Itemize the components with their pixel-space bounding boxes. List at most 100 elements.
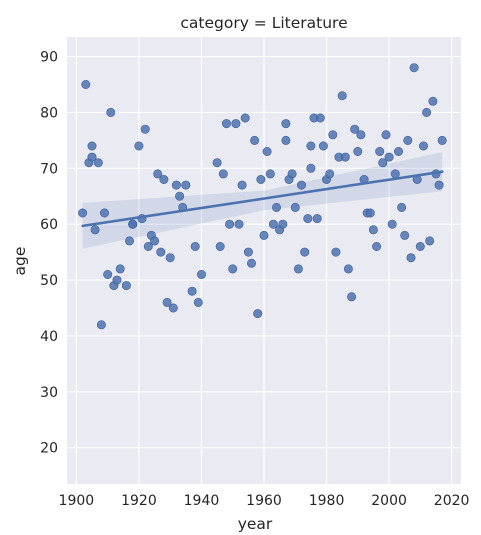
y-tick-label: 90 <box>40 50 58 66</box>
data-point <box>306 141 316 151</box>
data-point <box>403 135 413 145</box>
data-point <box>81 80 91 90</box>
data-point <box>281 119 291 129</box>
data-point <box>193 297 203 307</box>
data-point <box>106 107 116 117</box>
data-point <box>222 119 232 129</box>
data-point <box>365 208 375 218</box>
data-point <box>347 292 357 302</box>
data-point <box>425 236 435 246</box>
confidence-band <box>82 152 443 249</box>
data-point <box>278 219 288 229</box>
data-point <box>353 147 363 157</box>
grid <box>67 37 461 484</box>
data-point <box>259 230 269 240</box>
data-point <box>281 135 291 145</box>
data-point <box>96 320 106 330</box>
data-point <box>134 141 144 151</box>
data-point <box>337 91 347 101</box>
data-point <box>271 202 281 212</box>
data-point <box>87 141 97 151</box>
data-point <box>290 202 300 212</box>
y-axis-title: age <box>11 247 29 276</box>
data-point <box>87 152 97 162</box>
data-point <box>428 96 438 106</box>
data-point <box>100 208 110 218</box>
data-point <box>343 264 353 274</box>
data-point <box>400 230 410 240</box>
data-point <box>381 130 391 140</box>
x-tick-label: 1940 <box>184 493 220 509</box>
y-tick-label: 70 <box>40 161 58 177</box>
data-point <box>303 214 313 224</box>
data-point <box>121 281 131 291</box>
data-point <box>128 219 138 229</box>
data-point <box>165 253 175 263</box>
data-point <box>153 169 163 179</box>
data-point <box>268 219 278 229</box>
confidence-band-area <box>82 152 443 249</box>
data-point <box>318 141 328 151</box>
y-tick-label: 30 <box>40 385 58 401</box>
data-point <box>340 152 350 162</box>
data-point <box>212 158 222 168</box>
data-point <box>393 147 403 157</box>
data-point <box>372 242 382 252</box>
data-point <box>112 275 122 285</box>
data-point <box>190 242 200 252</box>
data-point <box>306 163 316 173</box>
data-point <box>418 141 428 151</box>
data-point <box>162 297 172 307</box>
data-point <box>103 269 113 279</box>
y-tick-label: 60 <box>40 217 58 233</box>
data-point <box>93 158 103 168</box>
x-tick-labels: 1900 1920 1940 1960 1980 2000 2020 <box>59 493 470 509</box>
y-tick-label: 20 <box>40 441 58 457</box>
data-point <box>215 242 225 252</box>
data-point <box>387 219 397 229</box>
data-point <box>240 113 250 123</box>
data-point <box>247 258 257 268</box>
x-tick-label: 1900 <box>59 493 95 509</box>
data-point <box>390 169 400 179</box>
data-point <box>218 169 228 179</box>
data-point <box>262 147 272 157</box>
data-point <box>181 180 191 190</box>
data-point <box>287 169 297 179</box>
data-point <box>115 264 125 274</box>
data-point <box>356 130 366 140</box>
data-point <box>409 63 419 73</box>
data-point <box>293 264 303 274</box>
data-point <box>300 247 310 257</box>
data-point <box>397 202 407 212</box>
data-point <box>156 247 166 257</box>
data-point <box>243 247 253 257</box>
data-point <box>78 208 88 218</box>
data-point <box>150 236 160 246</box>
y-tick-labels: 20 30 40 50 60 70 80 90 <box>40 50 58 457</box>
data-point <box>368 225 378 235</box>
data-point <box>159 175 169 185</box>
data-point <box>168 303 178 313</box>
data-point <box>406 253 416 263</box>
data-point <box>90 225 100 235</box>
data-point <box>375 147 385 157</box>
data-point <box>225 219 235 229</box>
data-point <box>350 124 360 134</box>
data-point <box>422 107 432 117</box>
data-point <box>312 214 322 224</box>
data-point <box>187 286 197 296</box>
data-point <box>256 175 266 185</box>
y-tick-label: 50 <box>40 273 58 289</box>
data-point <box>197 269 207 279</box>
data-point <box>171 180 181 190</box>
regression-line <box>81 170 444 228</box>
data-point <box>331 247 341 257</box>
data-point <box>231 119 241 129</box>
y-tick-label: 40 <box>40 329 58 345</box>
data-point <box>250 135 260 145</box>
data-point <box>415 242 425 252</box>
data-point <box>384 152 394 162</box>
data-point <box>265 169 275 179</box>
